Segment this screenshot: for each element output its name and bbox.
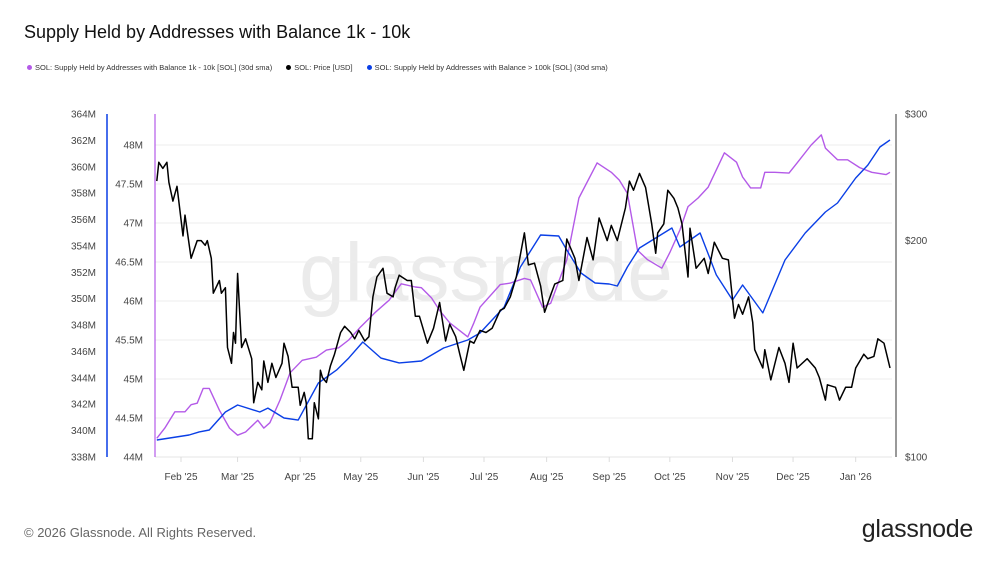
x-tick-label: May '25 xyxy=(343,472,378,483)
outer-axis-tick-label: 346M xyxy=(71,347,96,358)
inner-axis-tick-label: 46.5M xyxy=(115,258,143,269)
inner-axis-tick-label: 46M xyxy=(124,297,143,308)
right-axis-tick-label: $200 xyxy=(905,236,928,247)
x-tick-label: Jan '26 xyxy=(840,472,872,483)
inner-axis-tick-label: 44M xyxy=(124,453,143,464)
inner-axis-tick-label: 47.5M xyxy=(115,180,143,191)
x-tick-label: Jun '25 xyxy=(407,472,439,483)
chart-title: Supply Held by Addresses with Balance 1k… xyxy=(24,22,411,42)
inner-axis-tick-label: 45.5M xyxy=(115,336,143,347)
outer-axis-tick-label: 354M xyxy=(71,241,96,252)
outer-axis-tick-label: 350M xyxy=(71,294,96,305)
copyright: © 2026 Glassnode. All Rights Reserved. xyxy=(24,525,257,540)
outer-axis-tick-label: 344M xyxy=(71,373,96,384)
inner-axis-tick-label: 44.5M xyxy=(115,414,143,425)
x-tick-label: Dec '25 xyxy=(776,472,810,483)
series-line-price xyxy=(156,161,891,440)
legend-label: SOL: Supply Held by Addresses with Balan… xyxy=(35,63,273,72)
x-tick-label: Jul '25 xyxy=(470,472,499,483)
legend-item-100k[interactable]: SOL: Supply Held by Addresses with Balan… xyxy=(366,63,608,72)
series-lines xyxy=(156,134,891,441)
right-axis-tick-label: $300 xyxy=(905,110,928,121)
outer-axis-tick-label: 348M xyxy=(71,321,96,332)
axes: 44M 44.5M 45M 45.5M 46M 46.5M 47M 47.5M 48M 338M 3… xyxy=(71,110,928,484)
legend-dot-icon xyxy=(366,65,372,70)
outer-axis-tick-label: 338M xyxy=(71,453,96,464)
outer-axis-tick-label: 356M xyxy=(71,215,96,226)
series-line-100k xyxy=(156,139,891,441)
x-tick-label: Oct '25 xyxy=(654,472,686,483)
outer-axis-tick-label: 362M xyxy=(71,136,96,147)
inner-axis-tick-label: 45M xyxy=(124,375,143,386)
x-tick-label: Mar '25 xyxy=(221,472,254,483)
legend-label: SOL: Supply Held by Addresses with Balan… xyxy=(374,63,608,72)
outer-axis-tick-label: 358M xyxy=(71,189,96,200)
glassnode-logo: glassnode xyxy=(861,515,974,543)
legend-label: SOL: Price [USD] xyxy=(294,63,353,72)
x-tick-label: Sep '25 xyxy=(592,472,626,483)
inner-axis-tick-label: 47M xyxy=(124,219,143,230)
legend-item-1k-10k[interactable]: SOL: Supply Held by Addresses with Balan… xyxy=(27,63,272,72)
outer-axis-tick-label: 342M xyxy=(71,400,96,411)
series-line-1k-10k xyxy=(156,134,891,439)
outer-axis-tick-label: 340M xyxy=(71,426,96,437)
outer-axis-tick-label: 360M xyxy=(71,162,96,173)
x-tick-label: Nov '25 xyxy=(716,472,750,483)
inner-axis-tick-label: 48M xyxy=(124,141,143,152)
right-axis-tick-label: $100 xyxy=(905,453,928,464)
gridlines xyxy=(155,144,892,458)
legend: SOL: Supply Held by Addresses with Balan… xyxy=(27,63,608,72)
x-tick-label: Feb '25 xyxy=(164,472,197,483)
x-tick-label: Apr '25 xyxy=(284,472,316,483)
legend-dot-icon xyxy=(286,65,292,70)
x-tick-label: Aug '25 xyxy=(530,472,564,483)
watermark: glassnode xyxy=(299,227,673,318)
legend-dot-icon xyxy=(27,65,32,70)
outer-axis-tick-label: 364M xyxy=(71,110,96,121)
legend-item-price[interactable]: SOL: Price [USD] xyxy=(286,63,353,72)
outer-axis-tick-label: 352M xyxy=(71,268,96,279)
